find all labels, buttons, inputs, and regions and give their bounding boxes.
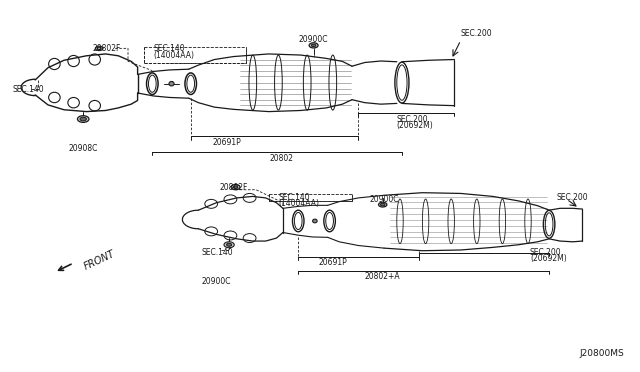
Text: 20900C: 20900C [369,195,399,203]
Ellipse shape [312,219,317,223]
Text: SEC.140: SEC.140 [278,193,310,202]
Text: SEC.140: SEC.140 [202,248,234,257]
Ellipse shape [77,116,89,122]
Text: FRONT: FRONT [82,249,116,272]
Text: 20802F: 20802F [220,183,248,192]
Text: 20802F: 20802F [93,44,121,53]
Text: SEC.200: SEC.200 [461,29,492,38]
Text: SEC.200: SEC.200 [557,193,588,202]
Text: SEC.140: SEC.140 [13,85,44,94]
Text: 20908C: 20908C [68,144,98,153]
Ellipse shape [169,81,174,86]
Text: 20802+A: 20802+A [365,272,401,280]
Ellipse shape [309,43,318,48]
Text: (20692M): (20692M) [397,121,433,130]
Ellipse shape [231,185,240,190]
Text: SEC.200: SEC.200 [530,248,561,257]
Ellipse shape [233,186,238,188]
Ellipse shape [378,202,387,207]
Ellipse shape [227,243,232,246]
Text: 20691P: 20691P [319,258,347,267]
Text: 20900C: 20900C [299,35,328,44]
Text: J20800MS: J20800MS [579,349,624,358]
Ellipse shape [95,46,103,51]
Text: (14004AA): (14004AA) [154,51,195,60]
Text: 20691P: 20691P [213,138,241,147]
Text: 20900C: 20900C [202,277,231,286]
Ellipse shape [380,203,385,206]
Text: (14004AA): (14004AA) [278,199,319,208]
Ellipse shape [312,44,316,47]
Text: (20692M): (20692M) [530,254,566,263]
Ellipse shape [224,242,234,248]
Text: 20802: 20802 [269,154,294,163]
Text: SEC.200: SEC.200 [397,115,428,124]
Ellipse shape [80,117,86,121]
Text: SEC.140: SEC.140 [154,44,185,53]
